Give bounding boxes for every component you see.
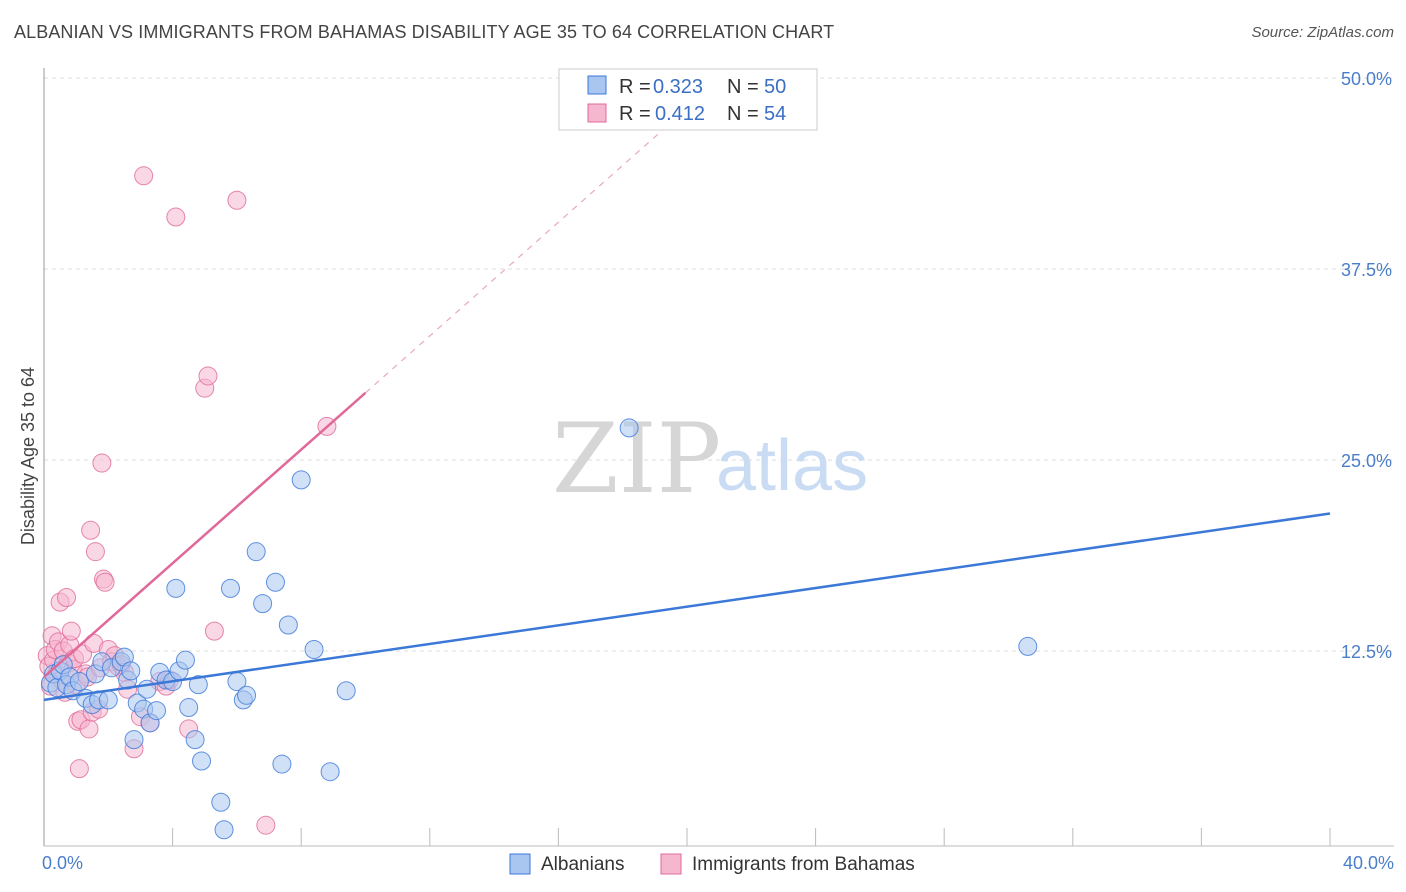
bahamas-point (57, 588, 77, 608)
albanians-point (619, 418, 639, 438)
legend-n-label-0: N = (727, 76, 759, 98)
watermark: ZIP atlas (552, 403, 868, 515)
albanians-point (320, 762, 340, 782)
chart-title: ALBANIAN VS IMMIGRANTS FROM BAHAMAS DISA… (14, 22, 835, 42)
bahamas-point (95, 572, 115, 592)
watermark-zip: ZIP (552, 403, 721, 515)
legend-swatch-bahamas (587, 103, 607, 123)
bottom-legend: Albanians Immigrants from Bahamas (509, 853, 915, 875)
watermark-atlas: atlas (716, 426, 868, 506)
legend-swatch-albanians (587, 75, 607, 95)
albanians-point (166, 578, 186, 598)
albanians-point (211, 792, 231, 812)
bahamas-point (256, 815, 276, 835)
albanians-point (336, 681, 356, 701)
bahamas-point (198, 366, 218, 386)
bottom-legend-bahamas: Immigrants from Bahamas (692, 854, 915, 875)
albanians-point (121, 661, 141, 681)
albanians-point (237, 685, 257, 705)
albanians-point (265, 572, 285, 592)
y-tick-label: 12.5% (1341, 642, 1392, 662)
bottom-legend-albanians: Albanians (541, 854, 624, 875)
albanians-trend-line (43, 512, 1331, 702)
legend-n-value-1: 54 (764, 103, 786, 125)
gridlines (44, 77, 1394, 652)
bahamas-point (204, 621, 224, 641)
bahamas-point (134, 166, 154, 186)
albanians-point (253, 594, 273, 614)
albanians-point (220, 578, 240, 598)
bahamas-point (227, 190, 247, 210)
legend-r-value-1: 0.412 (655, 103, 705, 125)
y-tick-labels: 12.5% 25.0% 37.5% 50.0% (1341, 69, 1392, 662)
legend: R = 0.323 N = 50 R = 0.412 N = 54 (558, 68, 818, 131)
y-tick-label: 25.0% (1341, 451, 1392, 471)
albanians-point (179, 698, 199, 718)
y-tick-label: 37.5% (1341, 260, 1392, 280)
series-bahamas-points (37, 166, 337, 835)
bahamas-point (69, 759, 89, 779)
albanians-point (185, 730, 205, 750)
legend-r-label-1: R = (619, 103, 651, 125)
x-ticks (172, 828, 1331, 846)
albanians-point (175, 650, 195, 670)
albanians-point (272, 754, 292, 774)
albanians-point (69, 672, 89, 692)
bahamas-trend-extension (365, 108, 688, 394)
albanians-point (147, 701, 167, 721)
bottom-legend-swatch-bahamas (660, 853, 682, 875)
bottom-legend-swatch-albanians (509, 853, 531, 875)
source-label: Source: ZipAtlas.com (1251, 24, 1394, 41)
albanians-point (304, 639, 324, 659)
bahamas-point (166, 207, 186, 227)
bahamas-point (92, 453, 112, 473)
albanians-point (214, 820, 234, 840)
trend-lines (43, 108, 1331, 702)
bahamas-point (85, 542, 105, 562)
y-tick-label: 50.0% (1341, 69, 1392, 89)
albanians-point (124, 730, 144, 750)
bahamas-point (79, 719, 99, 739)
albanians-point (192, 751, 212, 771)
albanians-point (188, 675, 208, 695)
legend-r-value-0: 0.323 (653, 76, 703, 98)
albanians-point (98, 690, 118, 710)
x-tick-label-max: 40.0% (1343, 853, 1394, 873)
legend-n-value-0: 50 (764, 76, 786, 98)
legend-r-label-0: R = (619, 76, 651, 98)
bahamas-point (61, 621, 81, 641)
axes (43, 68, 1394, 847)
legend-n-label-1: N = (727, 103, 759, 125)
x-tick-label-min: 0.0% (42, 853, 83, 873)
bahamas-point (81, 520, 101, 540)
albanians-point (246, 542, 266, 562)
albanians-point (291, 470, 311, 490)
y-axis-title: Disability Age 35 to 64 (18, 367, 38, 545)
series-albanians-points (40, 418, 1038, 840)
albanians-point (278, 615, 298, 635)
bahamas-trend-line (43, 391, 367, 678)
albanians-point (1018, 636, 1038, 656)
